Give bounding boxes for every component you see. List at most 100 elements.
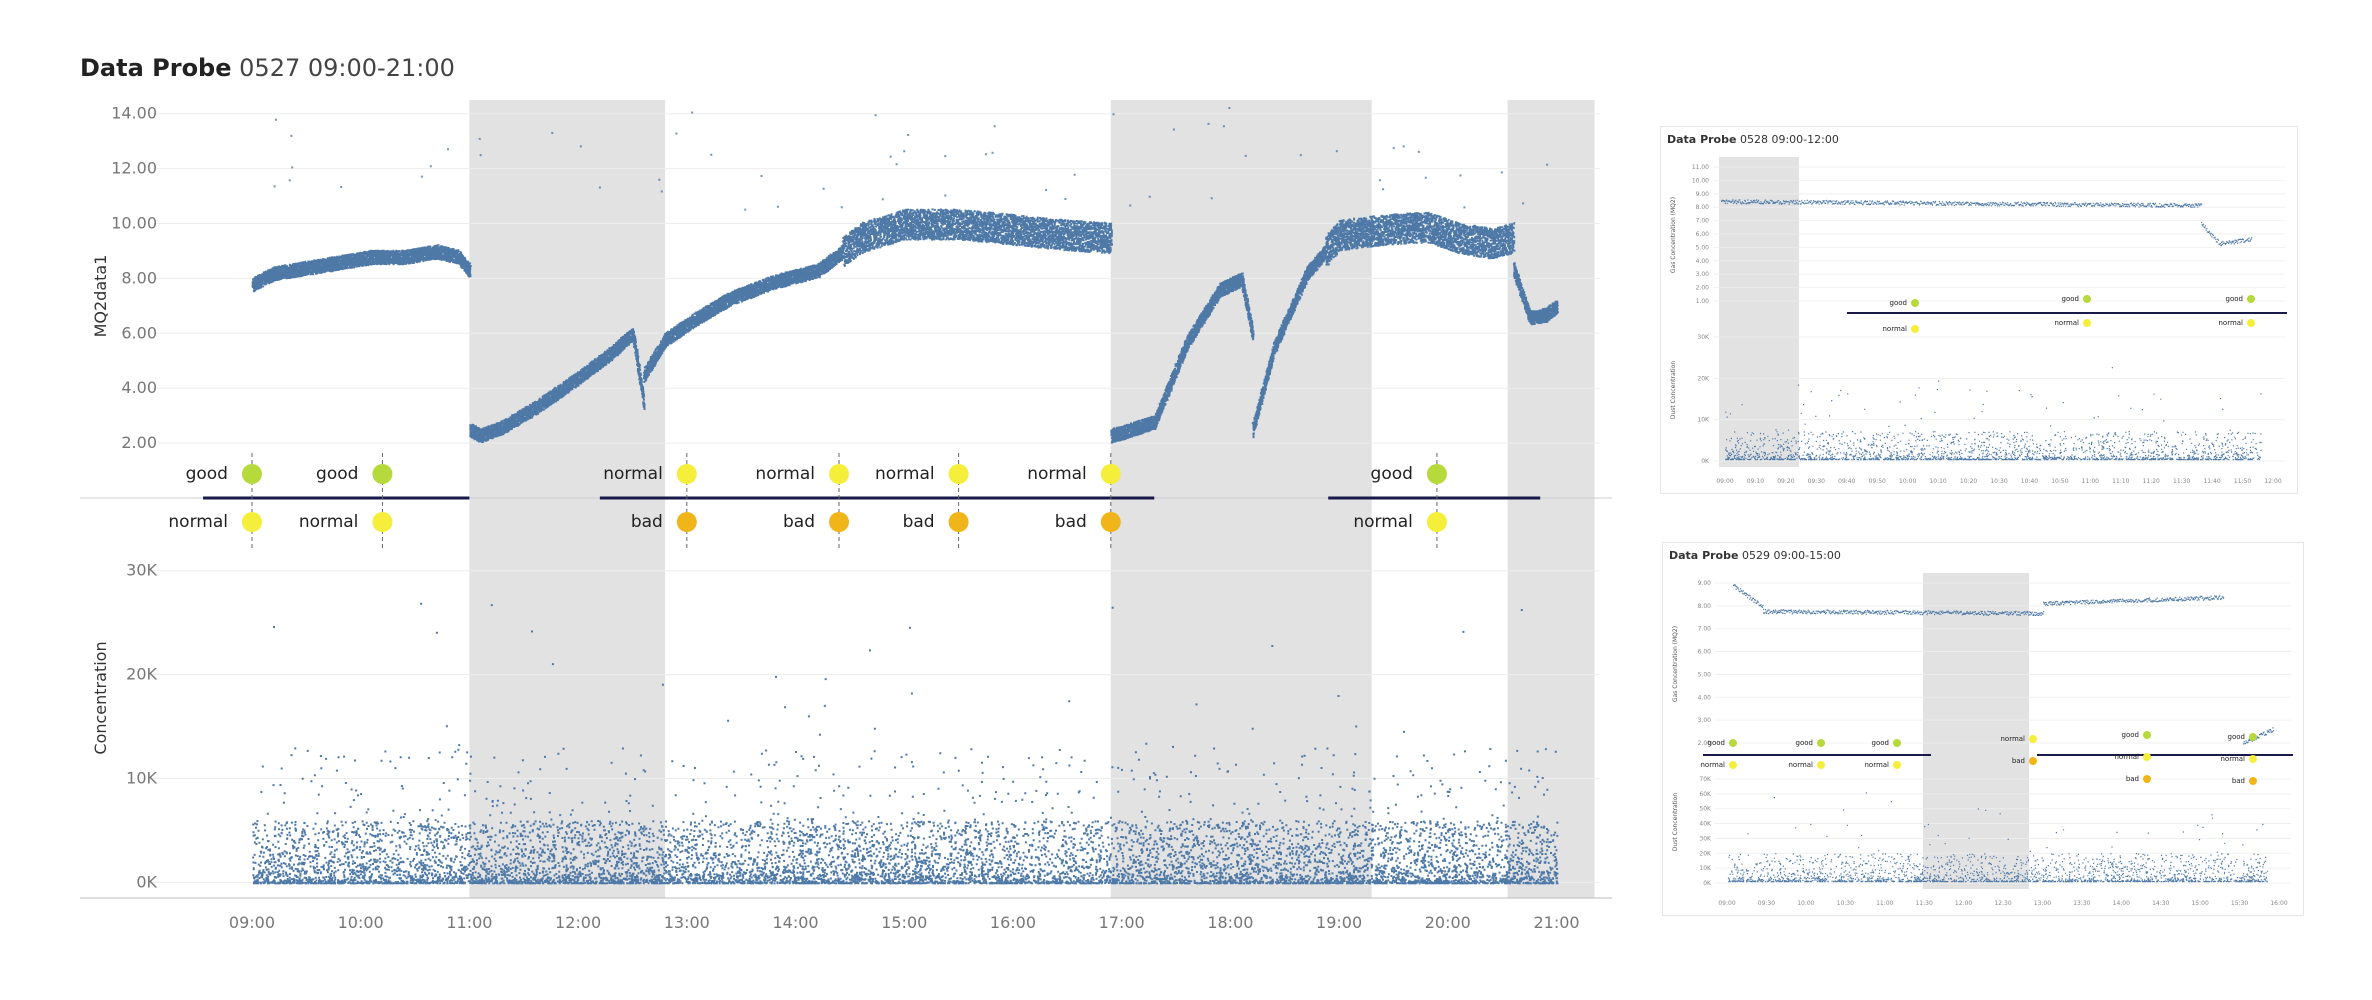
panel-0529-title-bold: Data Probe bbox=[1669, 549, 1739, 562]
event-marker-bottom-normal bbox=[1426, 512, 1447, 532]
event-marker-top-normal bbox=[948, 464, 969, 484]
event-label-top: good bbox=[316, 464, 358, 484]
small-event-label: normal bbox=[1882, 325, 1907, 333]
event-marker-top-good bbox=[1426, 464, 1447, 484]
small-lower-y-tick-label: 60K bbox=[1699, 791, 1712, 798]
small-event-label: good bbox=[1890, 299, 1907, 307]
small-event-marker-normal bbox=[2029, 735, 2037, 743]
small-upper-y-tick-label: 5.00 bbox=[1696, 244, 1710, 251]
small-upper-y-tick-label: 4.00 bbox=[1698, 694, 1712, 701]
event-label-bottom: normal bbox=[299, 512, 359, 532]
upper-series-segment-5 bbox=[1513, 262, 1559, 326]
small-lower-y-tick-label: 30K bbox=[1699, 835, 1712, 842]
small-x-tick-label: 14:00 bbox=[2113, 900, 2130, 907]
small-event-label: normal bbox=[2000, 735, 2025, 743]
event-label-bottom: bad bbox=[631, 512, 663, 532]
small-lower-y-tick-label: 0K bbox=[1703, 880, 1712, 887]
small-event-marker-normal bbox=[1729, 761, 1737, 769]
upper-y-tick-label: 8.00 bbox=[121, 268, 157, 287]
small-x-tick-label: 15:30 bbox=[2231, 900, 2248, 907]
small-event-label: bad bbox=[2232, 777, 2245, 785]
small-upper-y-tick-label: 6.00 bbox=[1696, 231, 1710, 238]
upper-series-segment-4 bbox=[1251, 211, 1516, 439]
small-x-tick-label: 09:30 bbox=[1758, 900, 1775, 907]
panel-0528-title: Data Probe 0528 09:00-12:00 bbox=[1667, 133, 1839, 146]
event-label-top: normal bbox=[875, 464, 935, 484]
small-x-tick-label: 13:30 bbox=[2073, 900, 2090, 907]
small-event-marker-normal bbox=[2249, 755, 2257, 763]
side-panel-0528: Data Probe 0528 09:00-12:00 1.00 2.00 3.00… bbox=[1660, 126, 2298, 494]
small-event-label: bad bbox=[2012, 757, 2025, 765]
small-event-label: good bbox=[1796, 739, 1813, 747]
page-title-rest: 0527 09:00-21:00 bbox=[239, 54, 455, 82]
small-x-tick-label: 11:00 bbox=[1876, 900, 1893, 907]
panel-0529-title-rest: 0529 09:00-15:00 bbox=[1741, 549, 1841, 562]
small-x-tick-label: 13:00 bbox=[2034, 900, 2051, 907]
small-x-tick-label: 12:30 bbox=[1994, 900, 2011, 907]
small-event-label: normal bbox=[1788, 761, 1813, 769]
small-x-tick-label: 10:40 bbox=[2021, 478, 2038, 485]
small-x-tick-label: 16:00 bbox=[2270, 900, 2287, 907]
x-tick-label: 14:00 bbox=[772, 913, 818, 932]
small-event-marker-good bbox=[1911, 299, 1919, 307]
small-upper-y-axis-label: Gas Concentration (MQ2) bbox=[1672, 626, 1679, 702]
small-lower-series bbox=[1725, 367, 2262, 461]
event-label-bottom: normal bbox=[1353, 512, 1413, 532]
small-upper-y-tick-label: 2.00 bbox=[1698, 740, 1712, 747]
small-x-tick-label: 11:00 bbox=[2082, 478, 2099, 485]
event-label-bottom: normal bbox=[168, 512, 228, 532]
small-x-tick-label: 09:00 bbox=[1718, 900, 1735, 907]
small-lower-y-tick-label: 10K bbox=[1699, 865, 1712, 872]
small-upper-y-tick-label: 8.00 bbox=[1698, 603, 1712, 610]
small-upper-y-axis-label: Gas Concentration (MQ2) bbox=[1670, 197, 1677, 273]
x-tick-label: 10:00 bbox=[338, 913, 384, 932]
event-marker-bottom-normal bbox=[241, 512, 262, 532]
small-event-marker-good bbox=[2143, 731, 2151, 739]
small-event-label: normal bbox=[2054, 319, 2079, 327]
event-marker-top-normal bbox=[829, 464, 850, 484]
upper-series-segment-2 bbox=[642, 208, 1113, 383]
small-event-marker-normal bbox=[1817, 761, 1825, 769]
small-upper-y-tick-label: 9.00 bbox=[1698, 580, 1712, 587]
small-lower-y-tick-label: 70K bbox=[1699, 776, 1712, 783]
small-upper-y-tick-label: 11.00 bbox=[1692, 164, 1709, 171]
small-event-label: good bbox=[2226, 295, 2243, 303]
small-upper-y-tick-label: 1.00 bbox=[1696, 298, 1710, 305]
small-event-marker-good bbox=[1817, 739, 1825, 747]
event-label-bottom: bad bbox=[783, 512, 815, 532]
upper-series-segment-1 bbox=[469, 328, 646, 444]
small-lower-y-tick-label: 40K bbox=[1699, 821, 1712, 828]
event-marker-bottom-bad bbox=[1100, 512, 1121, 532]
small-x-tick-label: 11:30 bbox=[2173, 478, 2190, 485]
small-event-marker-normal bbox=[2247, 319, 2255, 327]
small-event-label: normal bbox=[2114, 753, 2139, 761]
panel-0528-title-rest: 0528 09:00-12:00 bbox=[1739, 133, 1839, 146]
small-upper-y-tick-label: 4.00 bbox=[1696, 258, 1710, 265]
small-x-tick-label: 10:30 bbox=[1837, 900, 1854, 907]
event-marker-bottom-bad bbox=[829, 512, 850, 532]
event-label-bottom: bad bbox=[903, 512, 935, 532]
small-upper-y-tick-label: 5.00 bbox=[1698, 671, 1712, 678]
event-marker-bottom-bad bbox=[676, 512, 697, 532]
x-tick-label: 15:00 bbox=[881, 913, 927, 932]
event-marker-top-normal bbox=[676, 464, 697, 484]
side-panel-0529: Data Probe 0529 09:00-15:00 2.00 3.00 4.00… bbox=[1662, 542, 2304, 916]
small-lower-y-tick-label: 50K bbox=[1699, 806, 1712, 813]
small-x-tick-label: 11:30 bbox=[1915, 900, 1932, 907]
x-tick-label: 17:00 bbox=[1099, 913, 1145, 932]
small-event-marker-good bbox=[2247, 295, 2255, 303]
small-lower-y-tick-label: 10K bbox=[1697, 417, 1710, 424]
upper-y-axis-label: MQ2data1 bbox=[91, 255, 110, 338]
upper-series bbox=[251, 107, 1559, 444]
small-x-tick-label: 12:00 bbox=[1955, 900, 1972, 907]
x-tick-label: 18:00 bbox=[1207, 913, 1253, 932]
upper-y-tick-label: 10.00 bbox=[111, 214, 157, 233]
small-event-marker-normal bbox=[2083, 319, 2091, 327]
small-x-tick-label: 09:30 bbox=[1808, 478, 1825, 485]
small-upper-y-tick-label: 6.00 bbox=[1698, 649, 1712, 656]
small-event-marker-good bbox=[1893, 739, 1901, 747]
event-label-top: good bbox=[1371, 464, 1413, 484]
small-upper-y-tick-label: 9.00 bbox=[1696, 191, 1710, 198]
small-event-label: good bbox=[2228, 733, 2245, 741]
event-label-top: normal bbox=[603, 464, 663, 484]
